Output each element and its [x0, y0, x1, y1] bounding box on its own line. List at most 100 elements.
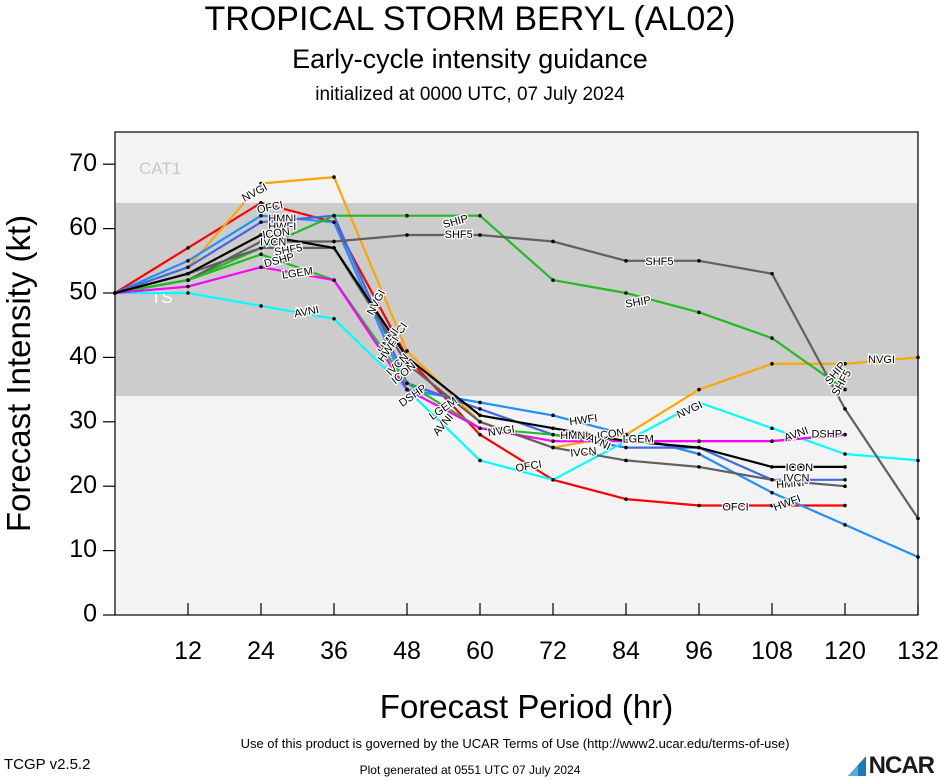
series-label-avni: AVNI: [293, 304, 320, 320]
data-point-hwfi: [624, 432, 628, 437]
data-point-ofci: [770, 503, 774, 508]
data-point-icon: [551, 426, 555, 431]
data-point-hmni: [624, 445, 628, 450]
x-tick-label: 48: [393, 637, 421, 665]
data-point-ship: [843, 387, 847, 392]
data-point-nvgi: [697, 387, 701, 392]
data-point-avni: [916, 458, 920, 463]
x-tick-label: 12: [174, 637, 202, 665]
data-point-shf5: [697, 259, 701, 263]
data-point-hwfi: [770, 490, 774, 495]
data-point-icon: [259, 233, 263, 237]
series-label-lgem: LGEM: [623, 434, 654, 446]
data-point-shf5: [332, 239, 336, 244]
data-point-dshp: [332, 278, 336, 282]
data-point-hmni: [478, 407, 482, 411]
series-label-nvgi: NVGI: [868, 354, 895, 366]
data-point-ofci: [186, 246, 190, 250]
series-label-hwfi: HWFI: [569, 413, 599, 429]
series-label-ofci: OFCI: [722, 501, 748, 513]
data-point-nvgi: [405, 349, 409, 353]
x-tick-label: 96: [685, 637, 713, 665]
data-point-avni: [332, 316, 336, 321]
x-tick-label: 24: [247, 637, 275, 665]
series-label-icon: ICON: [262, 226, 291, 242]
series-lines: [113, 175, 920, 559]
data-point-ship: [332, 213, 336, 218]
data-point-ivcn: [697, 465, 701, 469]
data-point-icon: [186, 271, 190, 276]
series-label-hmni: HMNI: [560, 430, 588, 442]
data-point-lgem: [259, 252, 263, 257]
y-tick-label: 10: [69, 535, 97, 563]
series-label-lgem: LGEM: [281, 265, 314, 281]
data-point-ship: [405, 213, 409, 218]
data-point-icon: [332, 246, 336, 250]
data-point-hmni: [843, 477, 847, 482]
x-tick-label: 60: [466, 637, 494, 665]
x-tick-label: 120: [824, 637, 866, 665]
plot-frame: [114, 131, 919, 616]
data-point-nvgi: [770, 362, 774, 366]
data-point-avni: [259, 304, 263, 308]
series-label-hmni: HMNI: [776, 477, 805, 491]
data-point-icon: [478, 413, 482, 418]
data-point-ivcn: [624, 458, 628, 463]
x-tick-label: 108: [751, 637, 793, 665]
data-point-shf5: [916, 516, 920, 521]
band-label-ts: TS: [151, 288, 173, 307]
data-point-ivcn: [551, 445, 555, 450]
x-tick-label: 132: [897, 637, 939, 665]
y-tick-label: 60: [69, 213, 97, 241]
ncar-logo: NCAR: [846, 752, 935, 780]
data-point-hwfi: [332, 220, 336, 224]
data-point-hmni: [259, 220, 263, 224]
series-line-avni: [115, 291, 919, 481]
data-point-hwfi: [478, 400, 482, 405]
data-point-shf5: [405, 233, 409, 237]
data-point-shf5: [259, 239, 263, 244]
data-point-lgem: [186, 278, 190, 282]
y-tick-label: 20: [69, 471, 97, 499]
data-point-shf5: [478, 233, 482, 237]
series-label-ship: SHIP: [624, 294, 651, 310]
data-point-ivcn: [770, 477, 774, 482]
ncar-logo-text: NCAR: [868, 752, 935, 779]
data-point-icon: [624, 439, 628, 443]
data-point-shf5: [624, 259, 628, 263]
data-point-hwfi: [551, 413, 555, 418]
intensity-bands: [115, 132, 918, 615]
data-point-ship: [770, 336, 774, 340]
y-tick-label: 0: [83, 600, 97, 628]
y-tick-label: 30: [69, 406, 97, 434]
data-point-hwfi: [843, 523, 847, 527]
series-label-shf5: SHF5: [445, 229, 473, 241]
data-point-hwfi: [916, 555, 920, 559]
series-label-ivcn: IVCN: [570, 445, 597, 459]
series-label-hwfi: HWFI: [268, 221, 296, 233]
data-point-avni: [770, 426, 774, 431]
data-point-ivcn: [478, 420, 482, 424]
series-label-ofci: OFCI: [515, 459, 543, 475]
version-label: TCGP v2.5.2: [4, 756, 91, 773]
data-point-ivcn: [259, 246, 263, 250]
series-label-ivcn: IVCN: [260, 237, 286, 249]
data-point-hwfi: [259, 213, 263, 218]
series-label-icon: ICON: [596, 427, 625, 443]
series-label-ivcn: IVCN: [783, 472, 809, 484]
chart-init-time: initialized at 0000 UTC, 07 July 2024: [315, 84, 625, 105]
data-point-avni: [186, 291, 190, 295]
data-point-nvgi: [916, 355, 920, 360]
chart-subtitle: Early-cycle intensity guidance: [292, 44, 648, 74]
data-point-shf5: [770, 271, 774, 276]
data-point-lgem: [405, 381, 409, 385]
data-point-dshp: [186, 284, 190, 289]
band-label-cat1: CAT1: [139, 159, 181, 178]
series-line-hwfi: [114, 214, 919, 559]
data-point-ivcn: [405, 362, 409, 366]
data-point-avni: [478, 458, 482, 463]
series-label-icon: ICON: [786, 462, 814, 474]
data-point-hwfi: [697, 452, 701, 456]
data-point-nvgi: [332, 175, 336, 179]
data-point-lgem: [551, 432, 555, 437]
